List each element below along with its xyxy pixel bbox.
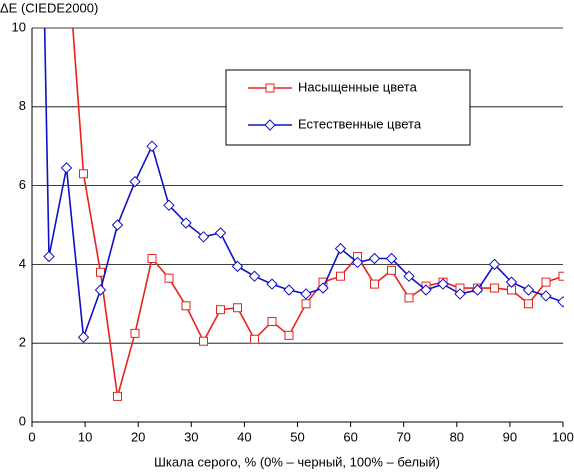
x-axis-label: Шкала серого, % (0% – черный, 100% – бел… [154, 454, 440, 469]
marker [351, 256, 364, 269]
legend-label: Естественные цвета [298, 116, 422, 131]
marker [163, 199, 175, 212]
y-tick-label: 0 [19, 413, 26, 428]
legend-box [225, 69, 471, 146]
series-line [72, 28, 564, 397]
marker [197, 231, 210, 243]
marker [385, 252, 398, 265]
marker [540, 290, 552, 302]
marker [368, 252, 381, 265]
x-tick-label: 50 [290, 429, 304, 444]
marker [283, 284, 295, 296]
marker [164, 273, 174, 283]
marker [112, 391, 122, 401]
marker [284, 330, 294, 340]
marker [129, 175, 141, 188]
marker [214, 227, 227, 239]
series-line [43, 28, 564, 338]
marker [490, 283, 500, 293]
x-tick-label: 90 [503, 429, 517, 444]
marker [420, 284, 432, 296]
marker [249, 334, 259, 344]
marker [181, 301, 191, 311]
marker [404, 293, 414, 303]
y-tick-label: 6 [19, 177, 26, 192]
marker [180, 217, 192, 229]
marker [231, 260, 244, 273]
marker [336, 271, 346, 281]
plot-area [43, 28, 564, 401]
x-tick-label: 40 [237, 429, 251, 444]
marker [199, 336, 209, 346]
marker [79, 169, 89, 179]
marker [437, 278, 449, 290]
legend: Насыщенные цвета Естественные цвета [225, 69, 471, 146]
x-tick-label: 30 [184, 429, 198, 444]
marker [95, 267, 105, 277]
marker [216, 305, 226, 315]
x-tick-label: 10 [78, 429, 92, 444]
x-tick-label: 100 [552, 429, 574, 444]
marker [471, 284, 484, 296]
marker [454, 288, 466, 300]
marker [264, 119, 276, 131]
marker [77, 331, 90, 343]
marker [147, 253, 157, 263]
marker [60, 162, 73, 174]
marker [266, 278, 278, 290]
x-tick-label: 0 [28, 429, 35, 444]
y-tick-label: 8 [19, 98, 26, 113]
marker [301, 299, 311, 309]
x-tick-label: 60 [343, 429, 357, 444]
marker [334, 242, 347, 255]
marker [403, 270, 415, 282]
legend-label: Насыщенные цвета [298, 79, 418, 94]
marker [267, 317, 277, 327]
y-tick-label: 10 [12, 19, 26, 34]
y-tick-label: 4 [19, 256, 26, 271]
y-tick-label: 2 [19, 335, 26, 350]
marker [386, 265, 396, 275]
marker [300, 288, 312, 300]
x-tick-label: 80 [450, 429, 464, 444]
marker [505, 276, 518, 288]
marker [369, 279, 379, 289]
marker [558, 271, 564, 281]
marker [111, 219, 124, 231]
marker [232, 303, 242, 313]
marker [317, 282, 329, 294]
x-tick-label: 70 [396, 429, 410, 444]
marker [488, 258, 501, 271]
marker [522, 284, 535, 296]
x-tick-label: 20 [131, 429, 145, 444]
marker [265, 83, 275, 93]
marker [43, 250, 55, 263]
marker [146, 140, 158, 152]
marker [541, 277, 551, 287]
marker [130, 328, 140, 338]
marker [523, 299, 533, 309]
marker [94, 284, 107, 296]
marker [557, 296, 564, 308]
chart-title: ΔE (CIEDE2000) [0, 0, 98, 15]
marker [248, 270, 261, 282]
